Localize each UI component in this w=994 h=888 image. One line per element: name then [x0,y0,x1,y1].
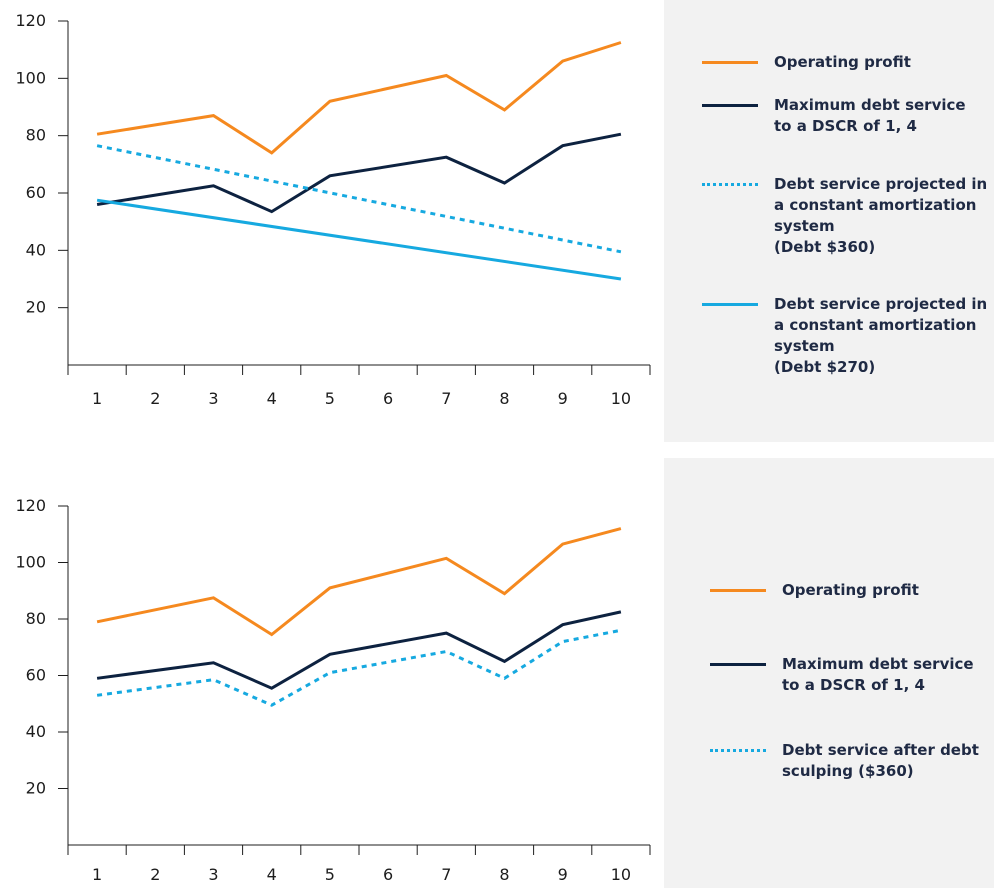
y-tick-label: 20 [26,779,46,798]
legend-label: Maximum debt service to a DSCR of 1, 4 [782,655,974,694]
y-tick-label: 40 [26,722,46,741]
bottom-line-chart: 20 40 60 80 100 120 1 2 3 4 5 6 7 8 9 10 [15,496,651,884]
y-tick-label: 20 [26,298,46,317]
x-tick-label: 9 [558,865,568,884]
y-tick-label: 60 [26,666,46,685]
x-tick-label: 8 [499,389,509,408]
y-tick-label: 120 [15,11,46,30]
top-chart-legend: Operating profit Maximum debt service to … [664,0,994,442]
x-tick-label: 4 [267,389,277,408]
legend-swatch [702,104,758,107]
legend-label: Operating profit [782,581,919,599]
legend-swatch [710,589,766,592]
series-line-1 [96,41,622,155]
x-tick-label: 9 [558,389,568,408]
legend-swatch [702,303,758,306]
x-tick-label: 3 [208,389,218,408]
series-line-3 [96,144,622,254]
x-tick-label: 8 [499,865,509,884]
series-line-4 [96,198,622,281]
x-tick-label: 4 [267,865,277,884]
y-tick-label: 120 [15,496,46,515]
legend-swatch [710,749,766,752]
legend-swatch [702,61,758,64]
x-tick-label: 3 [208,865,218,884]
x-tick-label: 2 [150,865,160,884]
y-tick-label: 40 [26,240,46,259]
x-tick-label: 6 [383,389,393,408]
x-tick-label: 5 [325,865,335,884]
series-line-2 [96,610,622,690]
y-tick-label: 80 [26,126,46,145]
y-tick-label: 80 [26,609,46,628]
x-tick-label: 7 [441,865,451,884]
x-tick-label: 5 [325,389,335,408]
x-tick-label: 6 [383,865,393,884]
legend-swatch [702,183,758,186]
legend-label: Debt service projected in a constant amo… [774,175,988,256]
top-line-chart: 20 40 60 80 100 120 1 2 3 4 5 6 7 8 9 10 [15,11,651,408]
legend-label: Debt service projected in a constant amo… [774,295,988,376]
legend-swatch [710,663,766,666]
x-tick-label: 2 [150,389,160,408]
x-tick-label: 10 [611,389,631,408]
y-tick-label: 60 [26,183,46,202]
y-tick-label: 100 [15,553,46,572]
series-line-1 [96,527,622,637]
legend-label: Operating profit [774,53,911,71]
x-tick-label: 7 [441,389,451,408]
series-line-2 [96,132,622,214]
y-tick-label: 100 [15,68,46,87]
legend-label: Debt service after debt sculping ($360) [782,741,979,780]
x-tick-label: 10 [611,865,631,884]
legend-label: Maximum debt service to a DSCR of 1, 4 [774,96,966,135]
x-tick-label: 1 [92,389,102,408]
bottom-chart-legend: Operating profit Maximum debt service to … [664,458,994,888]
x-tick-label: 1 [92,865,102,884]
